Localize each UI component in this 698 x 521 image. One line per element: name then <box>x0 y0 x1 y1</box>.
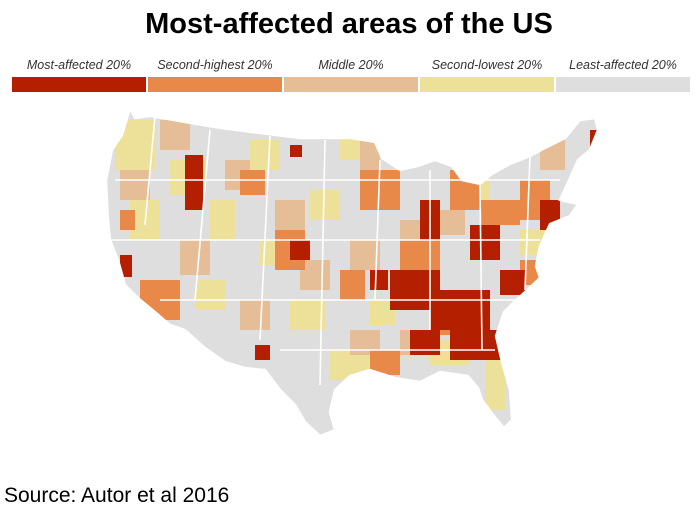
patch <box>290 240 310 260</box>
patch <box>410 330 440 355</box>
legend-label-least-affected: Least-affected 20% <box>569 58 677 72</box>
patch <box>120 170 150 200</box>
patch <box>120 210 135 230</box>
patch <box>290 300 325 330</box>
legend-label-second-highest: Second-highest 20% <box>157 58 273 72</box>
patch <box>195 280 225 310</box>
state-border <box>259 135 271 341</box>
patch <box>210 200 235 240</box>
state-border <box>479 184 483 351</box>
legend: Most-affected 20% Second-highest 20% Mid… <box>12 56 690 92</box>
state-border <box>144 115 156 226</box>
patch <box>470 225 500 260</box>
legend-swatch-second-highest <box>148 77 282 92</box>
patch <box>250 140 280 170</box>
legend-item-least-affected: Least-affected 20% <box>556 56 690 92</box>
patch <box>550 400 562 412</box>
legend-label-middle: Middle 20% <box>318 58 384 72</box>
patch <box>180 240 210 275</box>
legend-item-middle: Middle 20% <box>284 56 418 92</box>
patch <box>160 120 190 150</box>
patch <box>485 360 505 410</box>
state-border <box>524 155 531 291</box>
us-choropleth-map <box>104 106 600 438</box>
legend-swatch-second-lowest <box>420 77 554 92</box>
patch <box>480 200 520 225</box>
patch <box>290 145 302 157</box>
patch <box>185 155 203 210</box>
patch <box>275 200 305 230</box>
patch <box>552 410 558 415</box>
state-border <box>374 159 381 301</box>
legend-swatch-most-affected <box>12 77 146 92</box>
legend-label-most-affected: Most-affected 20% <box>26 58 132 72</box>
legend-swatch-least-affected <box>556 77 690 92</box>
patch <box>370 270 388 290</box>
patch <box>360 140 380 170</box>
patch <box>240 170 265 195</box>
patch <box>310 190 340 220</box>
legend-label-second-lowest: Second-lowest 20% <box>431 58 543 72</box>
state-border <box>194 129 211 301</box>
patch <box>115 120 155 170</box>
map-title: Most-affected areas of the US <box>145 8 553 40</box>
legend-item-most-affected: Most-affected 20% <box>12 56 146 92</box>
patch <box>120 255 132 277</box>
state-border <box>319 139 326 386</box>
patch <box>430 290 490 330</box>
legend-item-second-highest: Second-highest 20% <box>148 56 282 92</box>
patch <box>440 210 465 235</box>
patch <box>340 270 365 300</box>
legend-item-second-lowest: Second-lowest 20% <box>420 56 554 92</box>
patch <box>350 240 380 270</box>
source-caption: Source: Autor et al 2016 <box>4 484 230 507</box>
patch <box>255 345 270 360</box>
legend-swatch-middle <box>284 77 418 92</box>
patch <box>240 300 270 330</box>
patch <box>450 170 480 210</box>
patch <box>500 270 525 295</box>
